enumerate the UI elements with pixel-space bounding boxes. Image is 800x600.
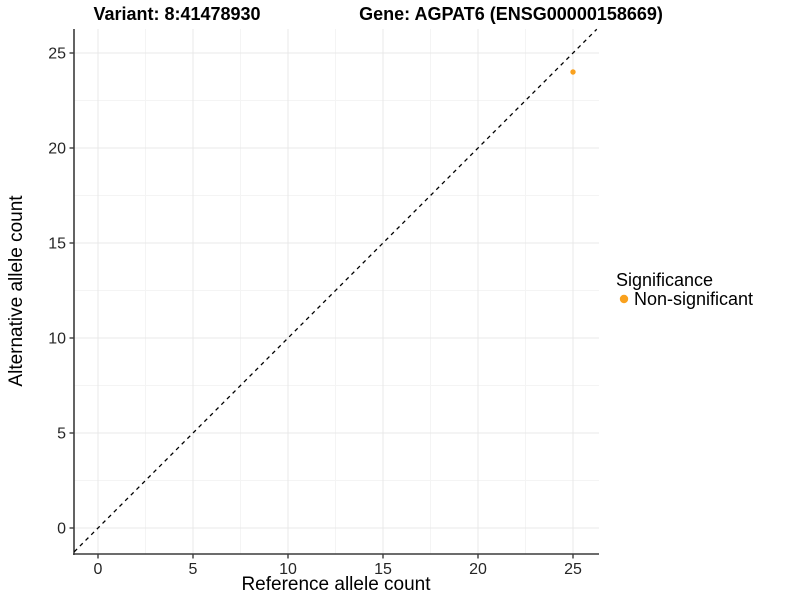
x-tick-label: 0 <box>94 561 103 578</box>
legend-keys: Non-significant <box>619 289 753 309</box>
y-tick-label: 10 <box>48 331 66 348</box>
data-points <box>570 69 576 75</box>
y-axis-title: Alternative allele count <box>6 195 27 387</box>
y-tick-label: 0 <box>57 521 66 538</box>
identity-line <box>73 28 598 553</box>
y-tick-label: 25 <box>48 46 66 63</box>
x-tick-label: 25 <box>564 561 582 578</box>
y-tick-label: 15 <box>48 236 66 253</box>
axis-lines <box>73 29 599 555</box>
x-tick-label: 5 <box>189 561 198 578</box>
minor-gridlines <box>74 29 599 554</box>
y-tick-label: 5 <box>57 426 66 443</box>
identity-dashed-line <box>73 28 598 553</box>
axis-tick-marks <box>69 52 574 559</box>
y-tick-label: 20 <box>48 141 66 158</box>
plot-title-gene: Gene: AGPAT6 (ENSG00000158669) <box>359 4 663 24</box>
x-tick-label: 10 <box>279 561 297 578</box>
x-axis-title: Reference allele count <box>241 574 431 595</box>
x-tick-label: 20 <box>469 561 487 578</box>
legend-entry-label: Non-significant <box>634 289 753 309</box>
plot-title-variant: Variant: 8:41478930 <box>93 4 260 24</box>
legend-dot <box>619 294 629 304</box>
legend-title: Significance <box>616 270 713 290</box>
data-point <box>570 69 576 75</box>
axis-tick-labels: 0 5 10 15 20 25 0 5 10 15 20 25 <box>48 46 582 579</box>
x-tick-label: 15 <box>374 561 392 578</box>
major-gridlines <box>74 29 599 554</box>
